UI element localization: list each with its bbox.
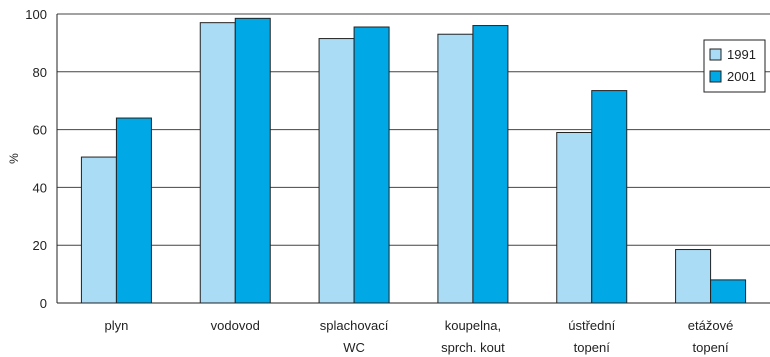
x-tick-label: WC (343, 340, 365, 355)
x-tick-label: ústřední (568, 318, 615, 333)
legend-label: 2001 (727, 69, 756, 84)
y-tick-label: 100 (25, 7, 47, 22)
bar-1991-0 (80, 156, 117, 304)
y-tick-label: 60 (33, 123, 47, 138)
bar-2001-0 (115, 117, 152, 304)
bar-2001-5 (710, 279, 747, 304)
legend-swatch (709, 48, 722, 61)
x-tick-label: splachovací (320, 318, 389, 333)
y-tick-label: 80 (33, 65, 47, 80)
category-labels: plyn vodovod splachovací WC koupelna, sprch. … (104, 318, 733, 355)
bar-2001-2 (353, 26, 390, 304)
y-tick-label: 40 (33, 180, 47, 195)
legend-label: 1991 (727, 47, 756, 62)
y-tick-labels: 0 20 40 60 80 100 (25, 7, 47, 311)
gridlines (57, 13, 770, 246)
x-tick-label: etážové (688, 318, 734, 333)
legend-box (703, 39, 766, 93)
bar-2001-4 (591, 90, 628, 304)
x-tick-label: koupelna, (445, 318, 501, 333)
bars (80, 17, 747, 304)
y-axis-label: % (7, 153, 21, 164)
x-tick-label: plyn (104, 318, 128, 333)
y-tick-label: 0 (40, 296, 47, 311)
x-tick-label: topení (574, 340, 611, 355)
x-tick-label: sprch. kout (441, 340, 505, 355)
bar-1991-2 (318, 38, 355, 304)
bar-1991-1 (199, 22, 236, 304)
x-tick-label: vodovod (211, 318, 260, 333)
y-tick-label: 20 (33, 238, 47, 253)
bar-2001-1 (234, 17, 271, 304)
axes (56, 14, 770, 304)
legend-swatch (709, 70, 722, 83)
legend: 1991 2001 (703, 39, 766, 93)
bar-1991-5 (675, 249, 712, 304)
bar-2001-3 (472, 25, 509, 304)
bar-1991-3 (437, 33, 474, 304)
bar-1991-4 (556, 131, 593, 304)
x-tick-label: topení (693, 340, 730, 355)
